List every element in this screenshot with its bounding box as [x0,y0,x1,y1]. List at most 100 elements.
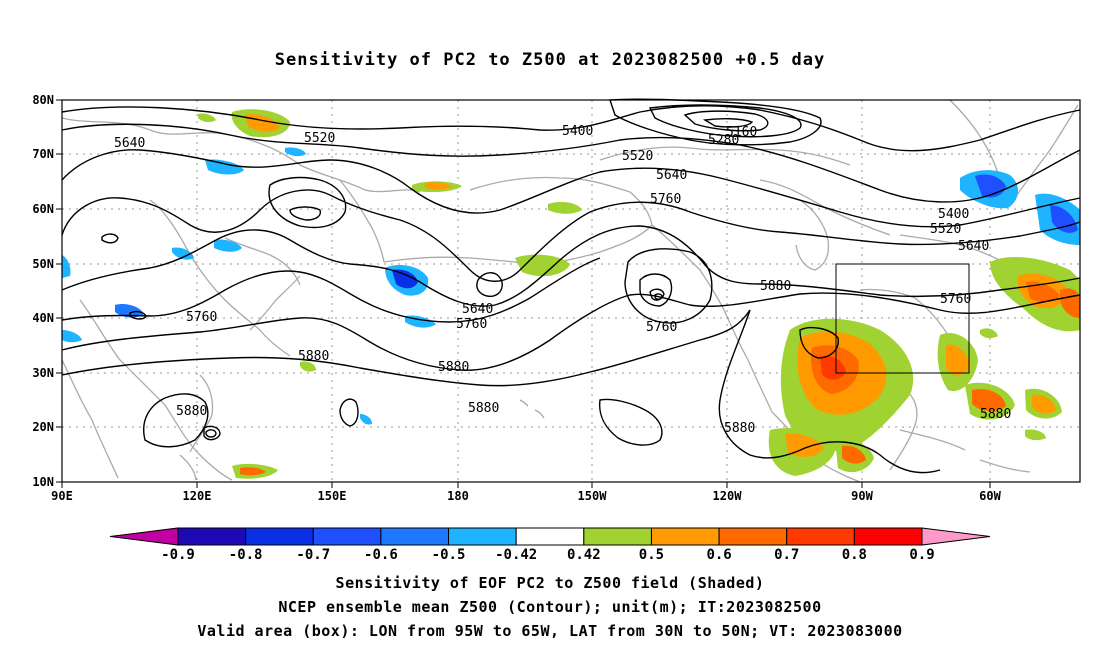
positive-shade [515,254,570,277]
lat-axis: 80N 70N 60N 50N 40N 30N 20N 10N [32,93,62,489]
positive-shade [946,344,970,376]
colorbar-tick-label: 0.5 [639,547,664,563]
colorbar: -0.9 -0.8 -0.7 -0.6 -0.5 -0.42 0.42 0.5 0.6 0.7 0.… [109,527,991,563]
contour-label: 5640 [462,302,493,317]
contour-label: 5880 [298,349,329,364]
lon-tick-label: 150E [318,489,347,503]
colorbar-swatch [786,527,855,546]
contour-label: 5640 [958,239,989,254]
contour-label: 5880 [438,360,469,375]
lon-axis: 90E 120E 150E 180 150W 120W 90W 60W [51,482,1002,503]
lat-tick-label: 70N [32,147,54,161]
positive-shade [425,182,452,190]
negative-shade [392,269,418,289]
colorbar-tick-label: 0.7 [774,547,799,563]
colorbar-max-arrow [921,527,991,546]
lat-tick-label: 40N [32,311,54,325]
negative-shade [1050,205,1078,233]
z500-contours [61,98,1081,474]
contour-label: 5400 [938,207,969,222]
colorbar-tick-label: 0.8 [842,547,867,563]
colorbar-swatch [515,527,585,546]
colorbar-swatch [853,527,923,546]
contour-label: 5760 [940,292,971,307]
grid-lines [62,100,1080,482]
negative-shade [214,239,242,252]
colorbar-tick-label: -0.8 [229,547,263,563]
contour-label: 5880 [760,279,791,294]
colorbar-swatch [718,527,788,546]
positive-shade [972,388,1006,412]
contour-label: 5760 [456,317,487,332]
positive-shade [820,355,846,380]
colorbar-swatch [583,527,652,546]
contour-label: 5520 [304,131,335,146]
coastlines [61,99,1079,483]
colorbar-swatch [650,527,720,546]
colorbar-swatch [312,527,382,546]
lat-tick-label: 20N [32,420,54,434]
positive-shade [1025,429,1046,441]
colorbar-tick-label: -0.6 [364,547,398,563]
positive-shade [1026,281,1060,303]
lon-tick-label: 90E [51,489,73,503]
colorbar-tick-label: 0.9 [909,547,934,563]
colorbar-tick-label: -0.7 [296,547,330,563]
caption-line-3: Valid area (box): LON from 95W to 65W, L… [197,622,903,640]
negative-shade [205,159,244,175]
negative-shade [115,304,144,318]
sensitivity-shading [62,109,1080,479]
negative-shade [62,330,82,343]
negative-shade [62,255,71,278]
contour-label: 5400 [562,124,593,139]
contour-label: 5880 [724,421,755,436]
positive-shade [980,328,998,339]
positive-shade [198,113,216,123]
colorbar-swatch [245,527,314,546]
negative-shade [360,414,372,425]
lat-tick-label: 30N [32,366,54,380]
positive-shade [842,445,866,464]
positive-shade [300,361,316,372]
contour-label: 5760 [186,310,217,325]
contour-label: 5520 [930,222,961,237]
colorbar-tick-label: 0.42 [567,547,601,563]
contour-label: 5520 [622,149,653,164]
contour-label: 5280 [708,133,739,148]
colorbar-tick-label: -0.42 [495,547,537,563]
lat-tick-label: 80N [32,93,54,107]
caption-line-2: NCEP ensemble mean Z500 (Contour); unit(… [278,598,822,616]
negative-shade [285,147,306,157]
colorbar-swatch [448,527,517,546]
colorbar-swatch [177,527,247,546]
colorbar-tick-label: -0.5 [432,547,466,563]
contour-label: 5640 [114,136,145,151]
contour-label: 5640 [656,168,687,183]
positive-shade [785,433,824,457]
lat-tick-label: 50N [32,257,54,271]
lat-tick-label: 60N [32,202,54,216]
contour-label: 5760 [646,320,677,335]
lon-tick-label: 120E [183,489,212,503]
map-frame [61,99,1081,483]
negative-shade [172,247,194,260]
colorbar-tick-label: 0.6 [706,547,731,563]
valid-area-box [835,263,970,374]
lat-tick-label: 10N [32,475,54,489]
contour-label: 5760 [650,192,681,207]
lon-tick-label: 150W [578,489,608,503]
lon-tick-label: 180 [447,489,469,503]
colorbar-swatch [380,527,450,546]
contour-label-group: 5640 5520 5400 5280 5160 5520 5640 5760 … [114,124,1011,436]
contour-label: 5880 [176,404,207,419]
contour-label: 5880 [468,401,499,416]
positive-shade [548,202,582,214]
positive-shade [240,467,266,476]
colorbar-min-arrow [109,527,179,546]
lon-tick-label: 120W [713,489,743,503]
lon-tick-label: 60W [979,489,1001,503]
contour-label: 5880 [980,407,1011,422]
positive-shade [1032,394,1056,414]
caption-line-1: Sensitivity of EOF PC2 to Z500 field (Sh… [335,574,765,592]
